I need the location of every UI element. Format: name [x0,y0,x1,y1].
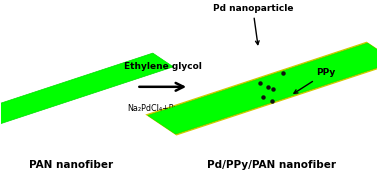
Polygon shape [145,42,378,136]
Text: Pd/PPy/PAN nanofiber: Pd/PPy/PAN nanofiber [207,160,336,170]
Polygon shape [0,53,173,128]
Text: Pd nanoparticle: Pd nanoparticle [212,4,293,45]
Text: Na₂PdCl₄+Pyrrole: Na₂PdCl₄+Pyrrole [128,104,198,113]
Text: PAN nanofiber: PAN nanofiber [29,160,113,170]
Text: PPy: PPy [294,68,336,93]
Text: Ethylene glycol: Ethylene glycol [124,62,202,71]
Polygon shape [148,43,378,134]
